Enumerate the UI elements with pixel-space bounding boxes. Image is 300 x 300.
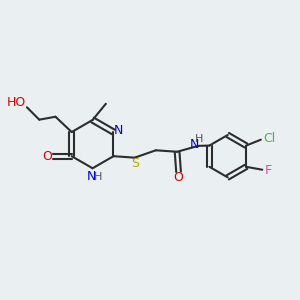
Text: H: H (94, 172, 102, 182)
Text: O: O (174, 171, 184, 184)
Text: F: F (265, 164, 272, 177)
Text: N: N (86, 170, 96, 183)
Text: N: N (114, 124, 124, 137)
Text: HO: HO (7, 95, 26, 109)
Text: Cl: Cl (263, 132, 276, 145)
Text: N: N (190, 138, 200, 151)
Text: H: H (195, 134, 203, 144)
Text: O: O (42, 150, 52, 163)
Text: S: S (131, 157, 139, 170)
